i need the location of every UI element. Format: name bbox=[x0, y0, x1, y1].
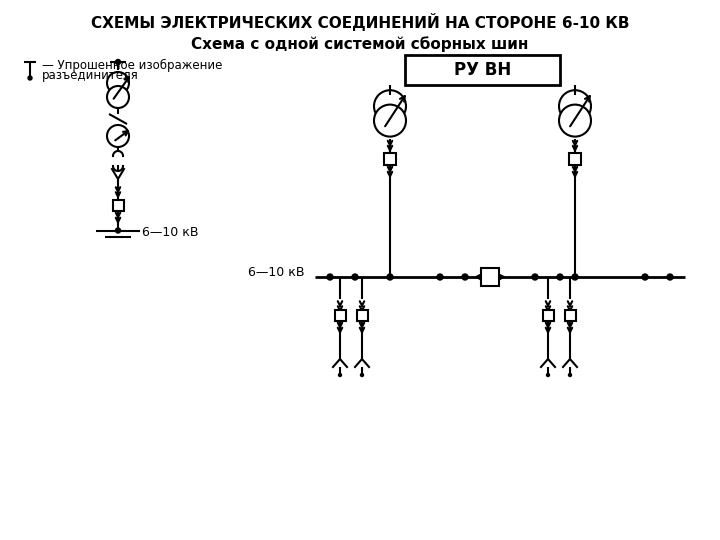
Bar bbox=[405, 55, 560, 85]
Bar bbox=[564, 309, 575, 321]
Circle shape bbox=[572, 274, 578, 280]
Bar bbox=[356, 309, 367, 321]
Circle shape bbox=[374, 105, 406, 137]
Circle shape bbox=[462, 274, 468, 280]
Circle shape bbox=[327, 274, 333, 280]
Text: 6—10 кВ: 6—10 кВ bbox=[142, 226, 199, 239]
Circle shape bbox=[115, 59, 120, 64]
Bar bbox=[569, 153, 581, 165]
Circle shape bbox=[569, 374, 572, 376]
Circle shape bbox=[559, 105, 591, 137]
Text: 6—10 кВ: 6—10 кВ bbox=[248, 267, 305, 280]
Circle shape bbox=[338, 374, 341, 376]
Text: разъединителя: разъединителя bbox=[42, 69, 139, 82]
Circle shape bbox=[667, 274, 673, 280]
Text: СХЕМЫ ЭЛЕКТРИЧЕСКИХ СОЕДИНЕНИЙ НА СТОРОНЕ 6-10 КВ: СХЕМЫ ЭЛЕКТРИЧЕСКИХ СОЕДИНЕНИЙ НА СТОРОН… bbox=[91, 13, 629, 31]
Circle shape bbox=[107, 86, 129, 108]
Text: РУ ВН: РУ ВН bbox=[454, 61, 511, 79]
Bar bbox=[384, 153, 396, 165]
Circle shape bbox=[532, 274, 538, 280]
Circle shape bbox=[437, 274, 443, 280]
Text: — Упрошенное изображение: — Упрошенное изображение bbox=[42, 58, 222, 71]
Circle shape bbox=[642, 274, 648, 280]
Circle shape bbox=[352, 274, 358, 280]
Text: Схема с одной системой сборных шин: Схема с одной системой сборных шин bbox=[192, 36, 528, 52]
Circle shape bbox=[387, 274, 393, 280]
Bar bbox=[335, 309, 346, 321]
Circle shape bbox=[115, 228, 120, 233]
Circle shape bbox=[361, 374, 364, 376]
Bar bbox=[542, 309, 554, 321]
Bar bbox=[112, 199, 124, 211]
Circle shape bbox=[28, 76, 32, 80]
Circle shape bbox=[557, 274, 563, 280]
Bar bbox=[481, 268, 499, 286]
Circle shape bbox=[546, 374, 549, 376]
